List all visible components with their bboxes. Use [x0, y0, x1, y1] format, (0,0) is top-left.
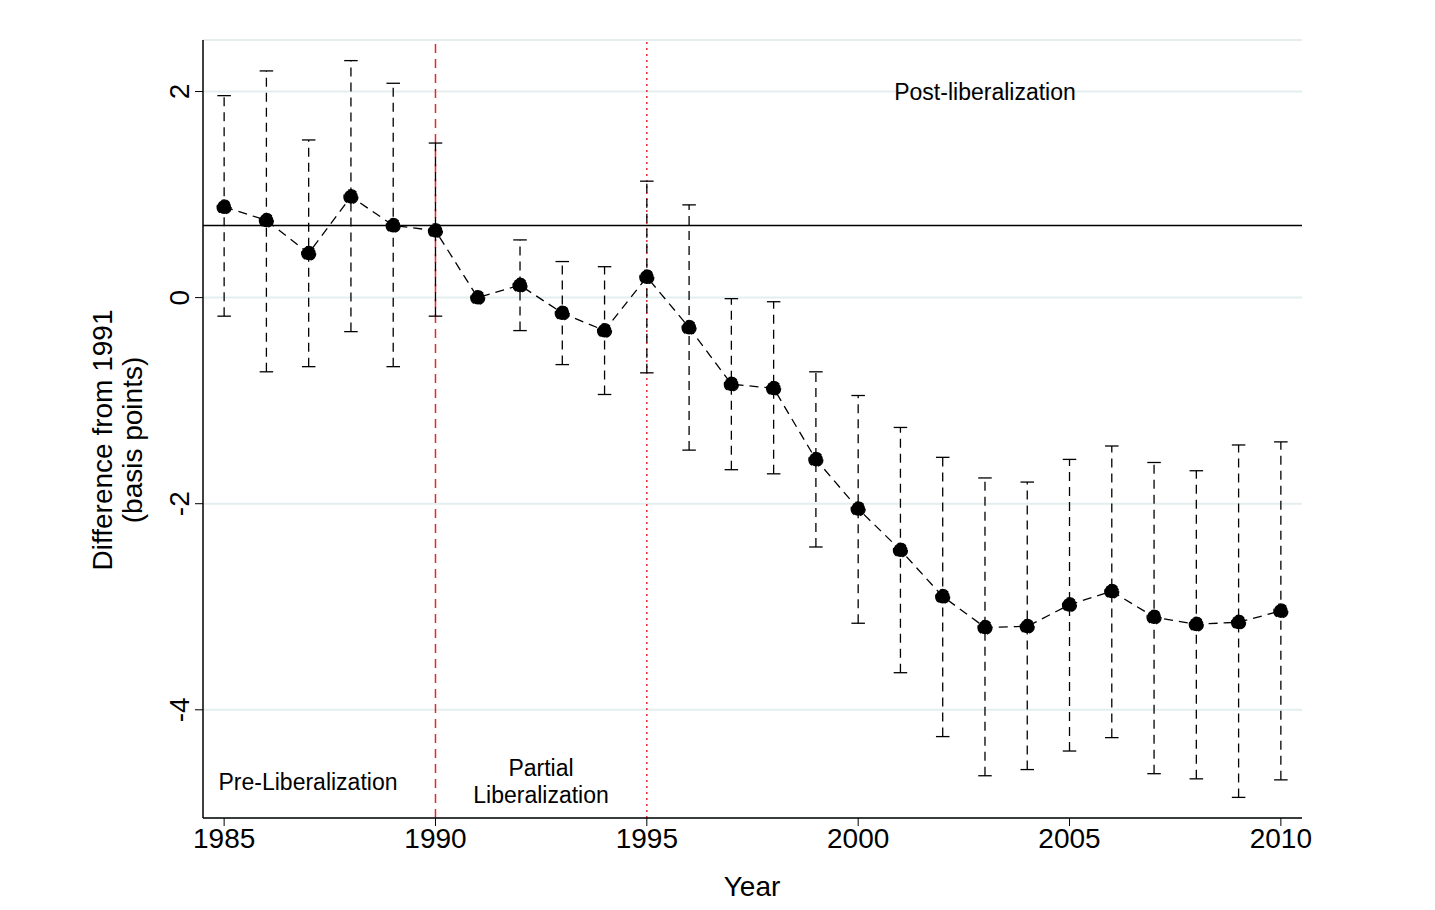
svg-text:1990: 1990	[404, 823, 466, 854]
svg-text:PartialLiberalization: PartialLiberalization	[473, 755, 609, 808]
svg-text:-4: -4	[164, 697, 195, 722]
svg-text:2005: 2005	[1038, 823, 1100, 854]
svg-text:2010: 2010	[1250, 823, 1312, 854]
svg-text:Difference from 1991(basis poi: Difference from 1991(basis points)	[87, 310, 148, 571]
svg-text:1985: 1985	[193, 823, 255, 854]
svg-text:Year: Year	[724, 871, 781, 902]
svg-text:1995: 1995	[616, 823, 678, 854]
svg-text:2: 2	[164, 84, 195, 100]
svg-text:Post-liberalization: Post-liberalization	[894, 79, 1076, 105]
svg-text:-2: -2	[164, 491, 195, 516]
svg-text:2000: 2000	[827, 823, 889, 854]
svg-text:Pre-Liberalization: Pre-Liberalization	[219, 769, 398, 795]
svg-text:0: 0	[164, 290, 195, 306]
